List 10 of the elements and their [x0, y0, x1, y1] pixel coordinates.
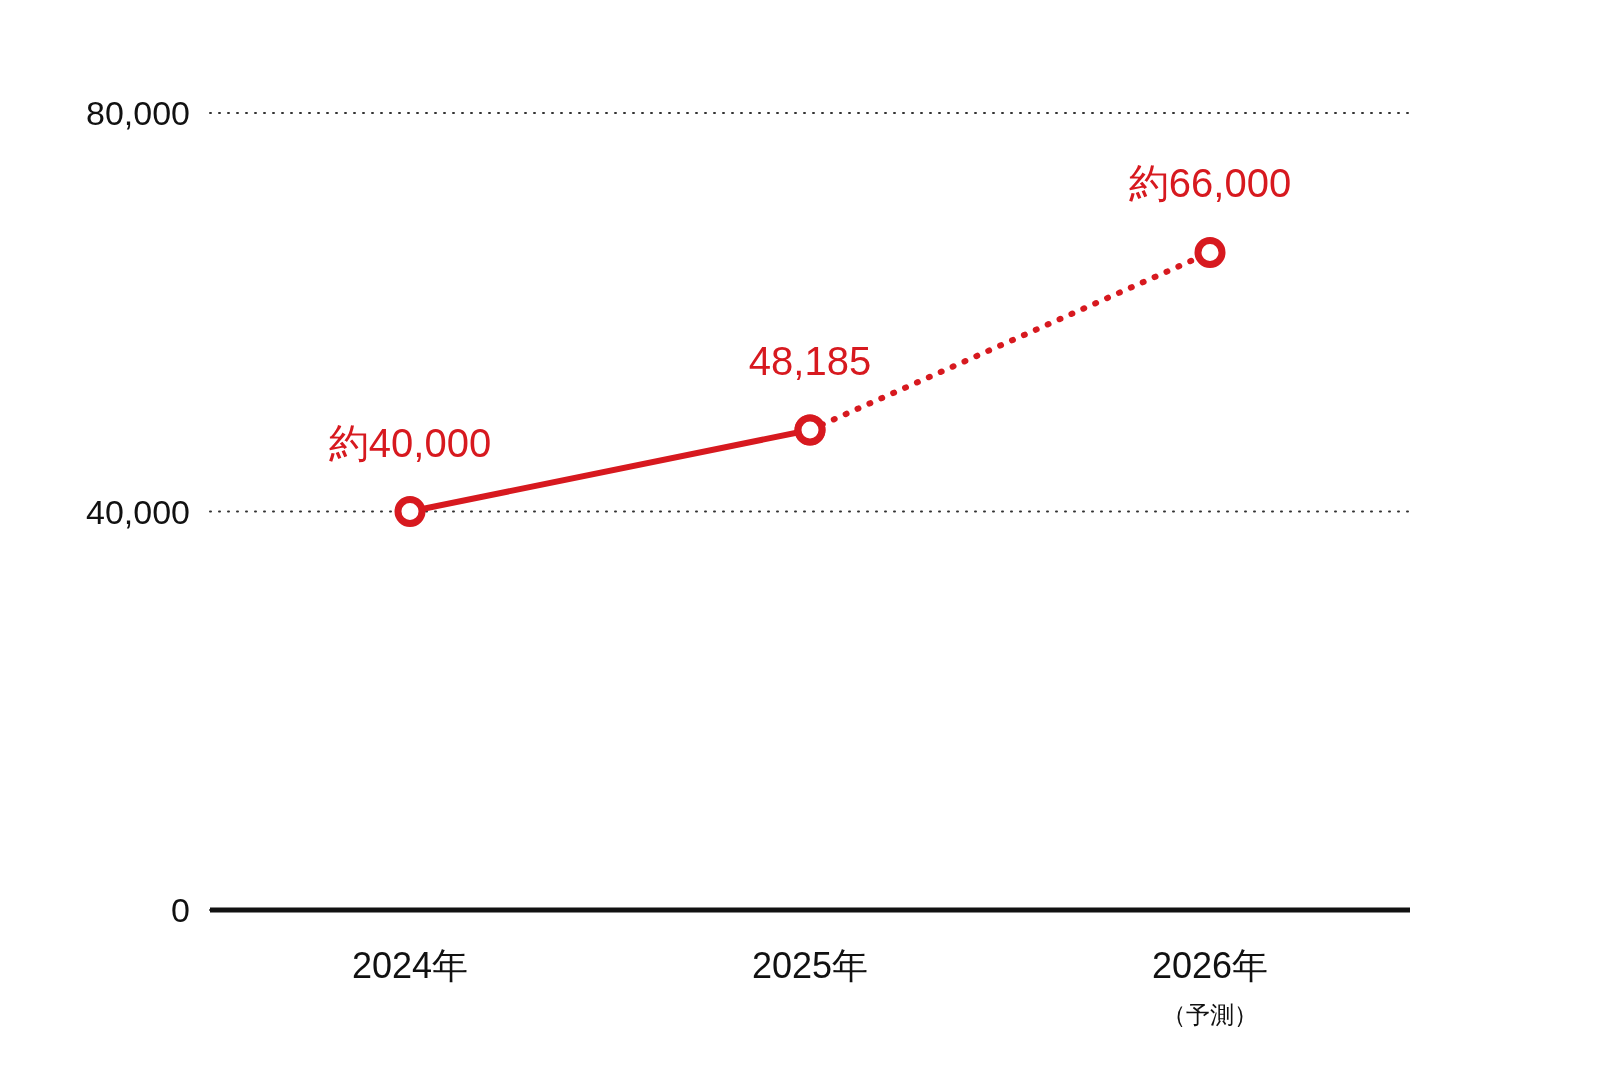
y-tick-label: 80,000 [86, 94, 190, 132]
text: （予測） [1162, 1001, 1258, 1028]
y-tick-label: 0 [171, 891, 190, 929]
x-tick-label: 2025年 [751, 945, 869, 986]
y-tick-label: 40,000 [86, 492, 190, 531]
data-label: 約66,000 [1128, 161, 1292, 206]
x-tick-label: 2026年 [1151, 945, 1269, 986]
data-label: 48,185 [748, 338, 872, 383]
data-label: 約40,000 [328, 420, 492, 465]
x-tick-label: 2024年 [351, 945, 469, 986]
